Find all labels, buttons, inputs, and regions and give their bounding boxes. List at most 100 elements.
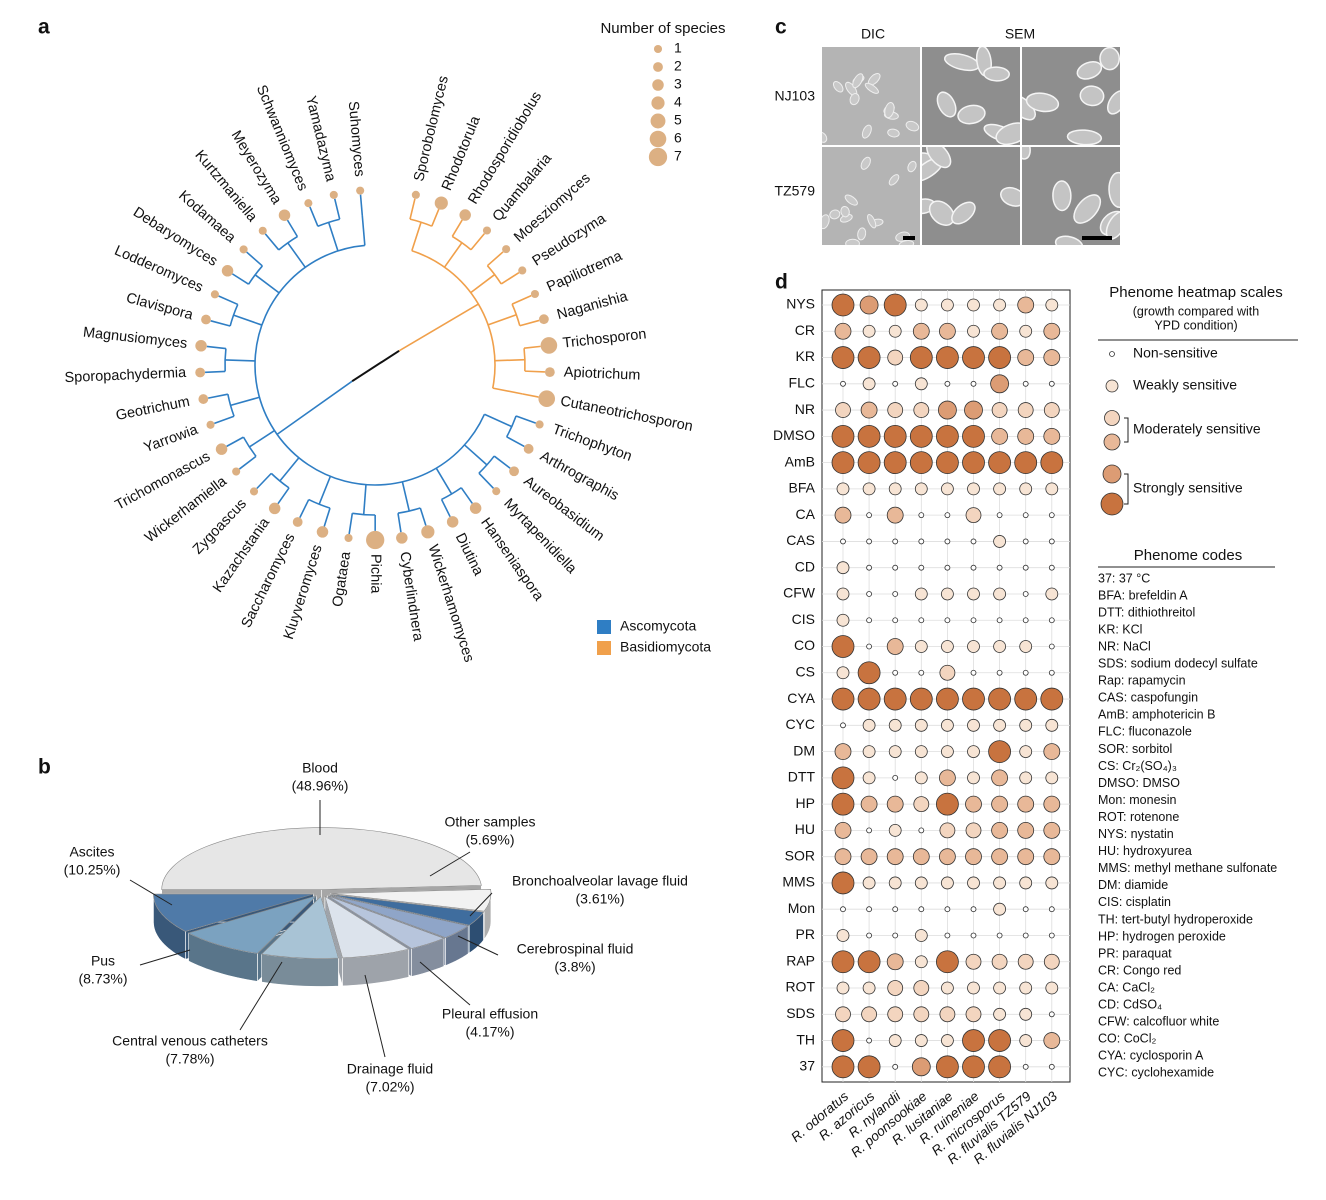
species-dot	[232, 467, 241, 476]
phenome-dot	[862, 876, 876, 890]
phenome-dot	[965, 822, 982, 839]
phenome-dot	[964, 400, 983, 420]
phenome-dot	[836, 561, 850, 575]
branch	[440, 499, 451, 518]
pie-label: Pleural effusion	[442, 1006, 538, 1022]
cell	[995, 122, 1020, 145]
phenome-dot	[1022, 1063, 1029, 1070]
phenome-dot	[993, 981, 1006, 995]
species-dot	[492, 487, 501, 496]
cell	[888, 174, 900, 186]
genus-label: Cyberlindnera	[396, 551, 426, 644]
code-entry: CA: CaCl₂	[1098, 980, 1155, 994]
phenome-dot	[888, 745, 902, 758]
size-legend-dot	[651, 96, 665, 110]
phenome-dot	[1017, 296, 1035, 314]
cell	[864, 82, 879, 94]
row-label: HP	[796, 795, 815, 811]
phenome-dot	[1019, 324, 1033, 338]
phenome-dot	[941, 587, 954, 601]
row-label: CR	[795, 322, 815, 338]
branch	[317, 218, 340, 228]
branch	[323, 507, 331, 527]
phenome-dot	[988, 687, 1011, 711]
branch	[478, 455, 495, 474]
leader-line	[469, 892, 493, 917]
branch	[248, 429, 275, 448]
phenome-dot	[993, 587, 1006, 601]
slice-side	[261, 953, 339, 987]
branch	[486, 265, 502, 285]
pie-label: Drainage fluid	[347, 1061, 433, 1077]
phenome-dot	[1019, 1007, 1033, 1021]
genus-label: Suhomyces	[345, 100, 367, 177]
phenome-dot	[914, 298, 928, 312]
species-dot	[195, 340, 207, 352]
phenome-dot	[913, 796, 930, 813]
phenome-dot	[1043, 427, 1061, 445]
branch	[401, 481, 411, 512]
species-dot	[210, 290, 219, 299]
branch	[409, 198, 416, 220]
species-dot	[249, 487, 259, 496]
phenome-dot	[1048, 564, 1055, 571]
branch	[492, 387, 523, 395]
size-legend-dot	[653, 62, 663, 72]
phenome-dot	[883, 424, 907, 448]
scale-bar	[903, 236, 915, 240]
cell	[845, 238, 860, 245]
phenome-dot	[996, 564, 1003, 571]
phenome-dot	[892, 906, 899, 913]
phenome-dot	[892, 564, 899, 571]
genus-label: Yarrowia	[142, 422, 201, 457]
species-dot	[502, 245, 511, 254]
phenome-dot	[909, 424, 933, 448]
phenome-dot	[970, 669, 977, 676]
bracket	[1124, 473, 1129, 505]
phenome-dot	[886, 953, 904, 971]
phenome-dot	[944, 932, 951, 939]
phenome-dot	[857, 1055, 881, 1079]
pie-label: Pus	[91, 953, 115, 969]
row-label: CYA	[787, 690, 815, 706]
branch	[362, 484, 367, 515]
phenome-dot	[1022, 669, 1029, 676]
species-dot	[356, 186, 365, 195]
species-dot	[329, 190, 338, 199]
code-entry: CS: Cr₂(SO₄)₃	[1098, 759, 1177, 773]
row-label: DMSO	[773, 427, 815, 443]
phenome-dot	[944, 564, 951, 571]
panel-label: b	[38, 756, 51, 779]
branch	[270, 472, 290, 489]
genus-label: Sporobolomyces	[411, 74, 452, 183]
phenome-dot	[988, 740, 1011, 763]
phenome-dot	[1045, 482, 1059, 496]
species-dot	[446, 516, 459, 528]
species-dot	[278, 209, 291, 221]
phenome-dot	[857, 424, 881, 448]
row-label: NJ103	[775, 88, 816, 104]
bracket	[1124, 417, 1129, 443]
size-legend-label: 2	[674, 58, 682, 74]
code-entry: 37: 37 °C	[1098, 571, 1150, 585]
slice	[187, 895, 317, 954]
branch	[308, 498, 331, 509]
phenome-dot	[939, 848, 956, 866]
phenome-dot	[1040, 451, 1064, 475]
pie-value-label: (7.02%)	[365, 1079, 414, 1095]
phenome-dot	[1019, 482, 1033, 496]
cell	[857, 227, 867, 241]
pie-value-label: (3.61%)	[575, 891, 624, 907]
phenome-dot	[991, 322, 1008, 340]
phenome-dot	[888, 718, 902, 732]
row-label: CD	[795, 558, 815, 574]
phenome-dot	[909, 451, 933, 475]
branch	[359, 194, 364, 216]
phenome-dot	[918, 617, 925, 624]
cell	[926, 147, 952, 169]
code-entry: NYS: nystatin	[1098, 827, 1174, 841]
cells	[822, 72, 920, 143]
phenome-dot	[831, 871, 855, 895]
branch	[523, 345, 541, 350]
branch	[242, 436, 257, 457]
